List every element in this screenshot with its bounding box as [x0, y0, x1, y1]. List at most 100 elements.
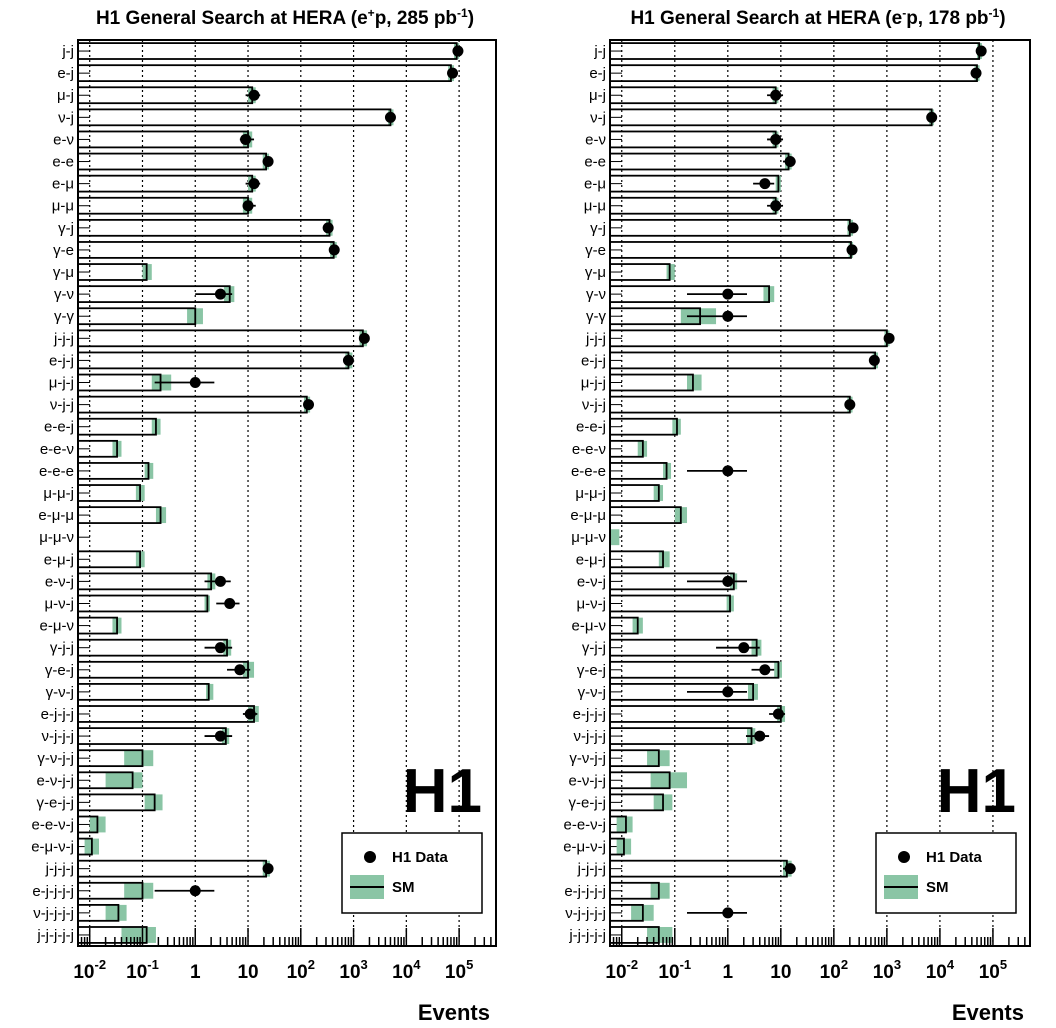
data-point: [970, 67, 982, 79]
title-part: -: [902, 6, 906, 20]
title-part: ): [468, 8, 474, 29]
x-tick-label: 1: [723, 962, 734, 983]
category-label: e-e-j: [44, 419, 74, 436]
category-label: γ-γ: [54, 308, 74, 325]
category-label: γ-ν: [54, 286, 74, 303]
category-label: e-ν-j-j: [37, 772, 75, 789]
data-point: [754, 730, 766, 742]
data-point: [784, 156, 796, 168]
category-label: e-μ: [584, 176, 606, 193]
sm-bar: [77, 218, 331, 237]
category-label: e-e: [584, 154, 606, 171]
data-point: [722, 575, 734, 587]
sm-bar: [77, 241, 335, 259]
tick-base: 10: [820, 962, 841, 983]
legend-data-label: H1 Data: [926, 849, 983, 866]
data-point: [358, 332, 370, 344]
tick-exponent: 3: [894, 957, 901, 972]
sm-bar: [609, 705, 782, 723]
sm-uncertainty-band: [124, 882, 154, 899]
h1-logo: H1: [403, 757, 482, 826]
sm-bar: [77, 660, 249, 679]
category-label: e-j: [589, 65, 606, 82]
data-point: [772, 708, 784, 720]
sm-uncertainty-band: [687, 374, 702, 391]
sm-bar: [609, 218, 851, 237]
category-label: e-j-j-j-j: [32, 883, 74, 900]
category-label: e-j-j: [581, 352, 606, 369]
data-point: [722, 907, 734, 919]
sm-uncertainty-band: [144, 794, 163, 811]
category-label: e-e-j: [576, 419, 606, 436]
x-tick-label: 105: [979, 957, 1007, 983]
x-tick-label: 103: [339, 957, 367, 983]
category-label: μ-ν-j: [577, 595, 606, 612]
data-point: [214, 642, 226, 654]
x-tick-label: 104: [926, 957, 955, 983]
data-point: [847, 222, 859, 234]
data-point: [322, 222, 334, 234]
category-label: j-j-j-j-j: [36, 927, 74, 944]
tick-exponent: 3: [361, 957, 368, 972]
tick-base: 1: [190, 962, 201, 983]
legend-box: [341, 832, 483, 914]
sm-bar: [609, 196, 777, 215]
sm-uncertainty-band: [650, 882, 670, 899]
sm-uncertainty-band: [658, 551, 670, 568]
data-point: [214, 575, 226, 587]
title-part: p, 178 pb: [906, 8, 988, 29]
data-point: [452, 45, 464, 57]
category-label: j-j-j-j-j: [568, 927, 606, 944]
category-label: e-e: [52, 154, 74, 171]
tick-base: 10: [770, 962, 791, 983]
x-tick-label: 103: [873, 957, 901, 983]
data-point: [224, 597, 236, 609]
category-label: γ-j: [590, 220, 606, 237]
sm-bar: [77, 572, 213, 591]
tick-exponent: 4: [413, 957, 421, 972]
category-label: e-μ-μ: [570, 507, 606, 524]
category-label: e-ν-j: [45, 573, 74, 590]
data-point: [303, 399, 315, 411]
legend-sm-label: SM: [926, 879, 949, 896]
sm-uncertainty-band: [124, 750, 154, 767]
category-label: e-μ-ν-j: [563, 839, 606, 856]
category-label: e-j-j: [49, 352, 74, 369]
data-point: [759, 178, 771, 190]
data-point: [240, 133, 252, 145]
x-tick-label: 102: [287, 957, 315, 983]
title-part: ): [999, 8, 1005, 29]
x-tick-label: 10-1: [658, 957, 691, 983]
category-label: e-e-ν-j: [563, 816, 606, 833]
data-point: [189, 377, 201, 389]
category-label: e-j-j-j-j: [564, 883, 606, 900]
chart-title: H1 General Search at HERA (e+p, 285 pb-1…: [96, 6, 474, 29]
sm-bar: [77, 86, 254, 105]
data-point: [244, 708, 256, 720]
sm-bar: [77, 174, 254, 193]
x-tick-label: 10: [770, 962, 791, 983]
category-label: e-e-ν: [572, 441, 606, 458]
category-label: e-μ-j: [44, 551, 74, 568]
category-label: e-μ: [52, 176, 74, 193]
title-part: +: [368, 6, 375, 20]
sm-bar: [77, 108, 392, 127]
sm-bar: [609, 373, 694, 392]
category-label: j-j-j: [585, 330, 606, 347]
sm-bar: [609, 859, 788, 878]
sm-bar: [609, 64, 978, 83]
x-tick-label: 105: [445, 957, 473, 983]
category-label: j-j-j-j: [577, 861, 606, 878]
category-label: μ-j: [589, 87, 606, 104]
category-label: γ-e-j-j: [37, 794, 75, 811]
sm-bar: [77, 196, 249, 215]
tick-exponent: 5: [466, 957, 473, 972]
category-label: γ-j-j: [582, 640, 606, 657]
category-label: e-ν-j: [577, 573, 606, 590]
sm-bar: [609, 594, 731, 613]
tick-base: 10: [339, 962, 360, 983]
legend: H1 Data SM: [875, 832, 1017, 914]
data-point: [770, 200, 782, 212]
data-point: [722, 310, 734, 322]
